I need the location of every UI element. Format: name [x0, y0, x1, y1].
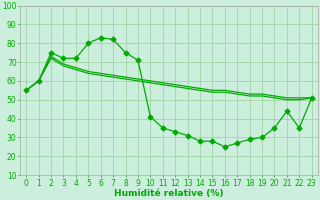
X-axis label: Humidité relative (%): Humidité relative (%) — [114, 189, 224, 198]
